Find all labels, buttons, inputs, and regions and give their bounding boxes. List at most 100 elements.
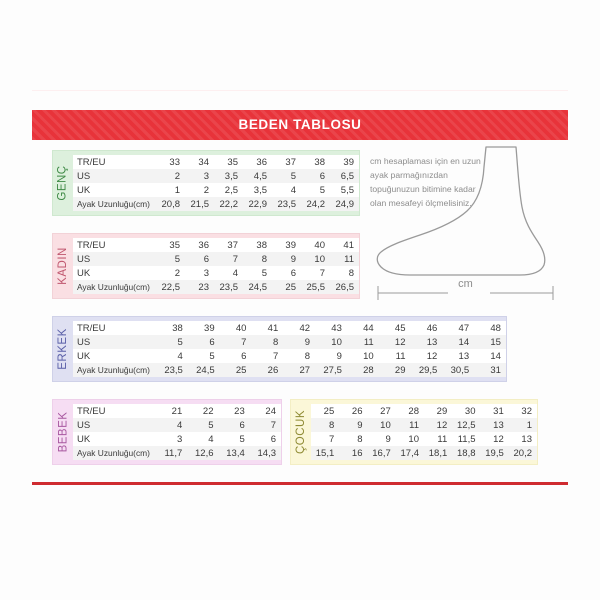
table-cell: 21,5 [190, 198, 210, 210]
table-grid-cocuk: 25 26 27 28 29 30 31 32 8 9 10 11 12 12,5 13 1 7 8 9 10 11 11… [311, 400, 537, 464]
table-cell: 3 [203, 267, 209, 279]
table-cell: 7 [328, 433, 335, 445]
header-banner: BEDEN TABLOSU [32, 110, 568, 140]
table-cell: 5 [239, 433, 245, 445]
table-cell: 6 [203, 253, 209, 265]
table-cell: 30 [464, 405, 476, 417]
table-cell: 6 [209, 336, 215, 348]
table-cell: 11 [437, 433, 448, 445]
table-row: US 2 3 3,5 4,5 5 6 6,5 [73, 169, 359, 183]
foot-diagram: cm [368, 145, 563, 310]
table-label-kadin: KADIN [57, 247, 69, 285]
table-cell: 11 [363, 336, 374, 348]
table-cell: 4 [176, 419, 183, 431]
table-row: Ayak Uzunluğu(cm) 23,5 24,5 25 26 27 27,5 28 29 2… [73, 363, 506, 377]
table-cell: 24,9 [335, 198, 355, 210]
table-cell: 5 [209, 350, 215, 362]
table-cell: 43 [331, 322, 342, 334]
row-label: Ayak Uzunluğu(cm) [77, 448, 150, 458]
row-cells: 35 36 37 38 39 40 41 [156, 240, 359, 251]
row-label: TR/EU [77, 156, 106, 168]
table-cell: 27 [380, 405, 391, 417]
table-cell: 24,2 [306, 198, 326, 210]
table-cell: 6 [319, 170, 325, 182]
cm-label: cm [458, 278, 473, 290]
size-table-cocuk: ÇOCUK 25 26 27 28 29 30 31 32 8 9 10 11 12 12,5 13 1 7 8 9 1… [290, 399, 538, 465]
size-table-kadin: KADIN TR/EU 35 36 37 38 39 40 41 US 5 6 7 8 9 10 11 UK 2 3 4… [52, 233, 360, 299]
measurement-instructions: cm hesaplaması için en uzun ayak parmağı… [370, 156, 481, 208]
row-label: UK [77, 184, 91, 196]
table-cell: 12,5 [457, 419, 476, 431]
table-cell: 14 [490, 350, 501, 362]
table-cell: 5 [208, 419, 214, 431]
table-cell: 11,5 [457, 433, 476, 445]
table-cell: 20,2 [513, 447, 533, 459]
row-label: UK [77, 350, 91, 362]
table-cell: 27 [299, 364, 311, 376]
table-cell: 22,9 [248, 198, 268, 210]
table-row: Ayak Uzunluğu(cm) 20,8 21,5 22,2 22,9 23,5 24,… [73, 197, 359, 211]
table-cell: 13 [521, 433, 532, 445]
table-cell: 17,4 [400, 447, 420, 459]
table-cell: 41 [343, 239, 354, 251]
table-cell: 46 [426, 322, 438, 334]
table-cell: 35 [227, 156, 238, 168]
table-cell: 16 [351, 447, 363, 459]
table-cell: 23 [198, 281, 209, 293]
table-row: US 4 5 6 7 [73, 418, 281, 432]
row-label: US [77, 170, 91, 182]
table-cell: 8 [348, 267, 354, 279]
row-cells: 5 6 7 8 9 10 11 [156, 254, 359, 265]
table-cell: 45 [394, 322, 406, 334]
table-cell: 40 [235, 322, 247, 334]
table-cell: 11 [344, 253, 354, 265]
table-cell: 37 [285, 156, 296, 168]
table-cell: 26,5 [335, 281, 355, 293]
row-cells: 2 3 3,5 4,5 5 6 6,5 [156, 171, 359, 182]
row-cells: 33 34 35 36 37 38 39 [156, 157, 359, 168]
row-label: TR/EU [77, 405, 106, 417]
table-cell: 8 [328, 419, 335, 431]
row-cells: 8 9 10 11 12 12,5 13 1 [311, 420, 537, 431]
table-cell: 23,5 [219, 281, 239, 293]
table-cell: 23,5 [277, 198, 297, 210]
row-label: Ayak Uzunluğu(cm) [77, 199, 150, 209]
row-cells: 4 5 6 7 8 9 10 11 12 13 14 [156, 351, 506, 362]
table-cell: 3 [203, 170, 209, 182]
table-cell: 3 [176, 433, 183, 445]
table-cell: 25,5 [306, 281, 326, 293]
table-cell: 44 [363, 322, 374, 334]
table-cell: 13 [458, 350, 470, 362]
table-cell: 32 [521, 405, 532, 417]
row-label: US [77, 336, 91, 348]
table-row: TR/EU 21 22 23 24 [73, 404, 281, 418]
table-cell: 9 [304, 336, 311, 348]
table-cell: 14,3 [257, 447, 277, 459]
table-cell: 39 [343, 156, 354, 168]
table-row: TR/EU 35 36 37 38 39 40 41 [73, 238, 359, 252]
table-cell: 12 [436, 419, 448, 431]
row-cells: 7 8 9 10 11 11,5 12 13 [311, 434, 537, 445]
table-row: 8 9 10 11 12 12,5 13 1 [311, 418, 537, 432]
row-cells: 15,1 16 16,7 17,4 18,1 18,8 19,5 20,2 [311, 448, 537, 459]
row-cells: 2 3 4 5 6 7 8 [156, 268, 359, 279]
table-cell: 6 [290, 267, 296, 279]
table-cell: 47 [458, 322, 470, 334]
table-cell: 13 [493, 419, 504, 431]
table-cell: 11 [409, 419, 419, 431]
table-cell: 8 [272, 336, 279, 348]
table-cell: 34 [198, 156, 209, 168]
table-grid-genc: TR/EU 33 34 35 36 37 38 39 US 2 3 3,5 4,5 5 6 6,5 UK 1 2 2,… [73, 151, 359, 215]
table-grid-kadin: TR/EU 35 36 37 38 39 40 41 US 5 6 7 8 9 10 11 UK 2 3 4 5 6 7 8 A… [73, 234, 359, 298]
table-cell: 2,5 [224, 184, 238, 196]
table-row: 7 8 9 10 11 11,5 12 13 [311, 432, 537, 446]
table-cell: 29 [436, 405, 448, 417]
row-cells: 5 6 7 8 9 10 11 12 13 14 15 [156, 337, 506, 348]
table-cell: 9 [357, 419, 363, 431]
table-cell: 23 [234, 405, 245, 417]
row-label: UK [77, 433, 91, 445]
table-cell: 28 [408, 405, 419, 417]
table-cell: 33 [169, 156, 180, 168]
table-cell: 2 [174, 170, 180, 182]
table-cell: 10 [380, 419, 391, 431]
